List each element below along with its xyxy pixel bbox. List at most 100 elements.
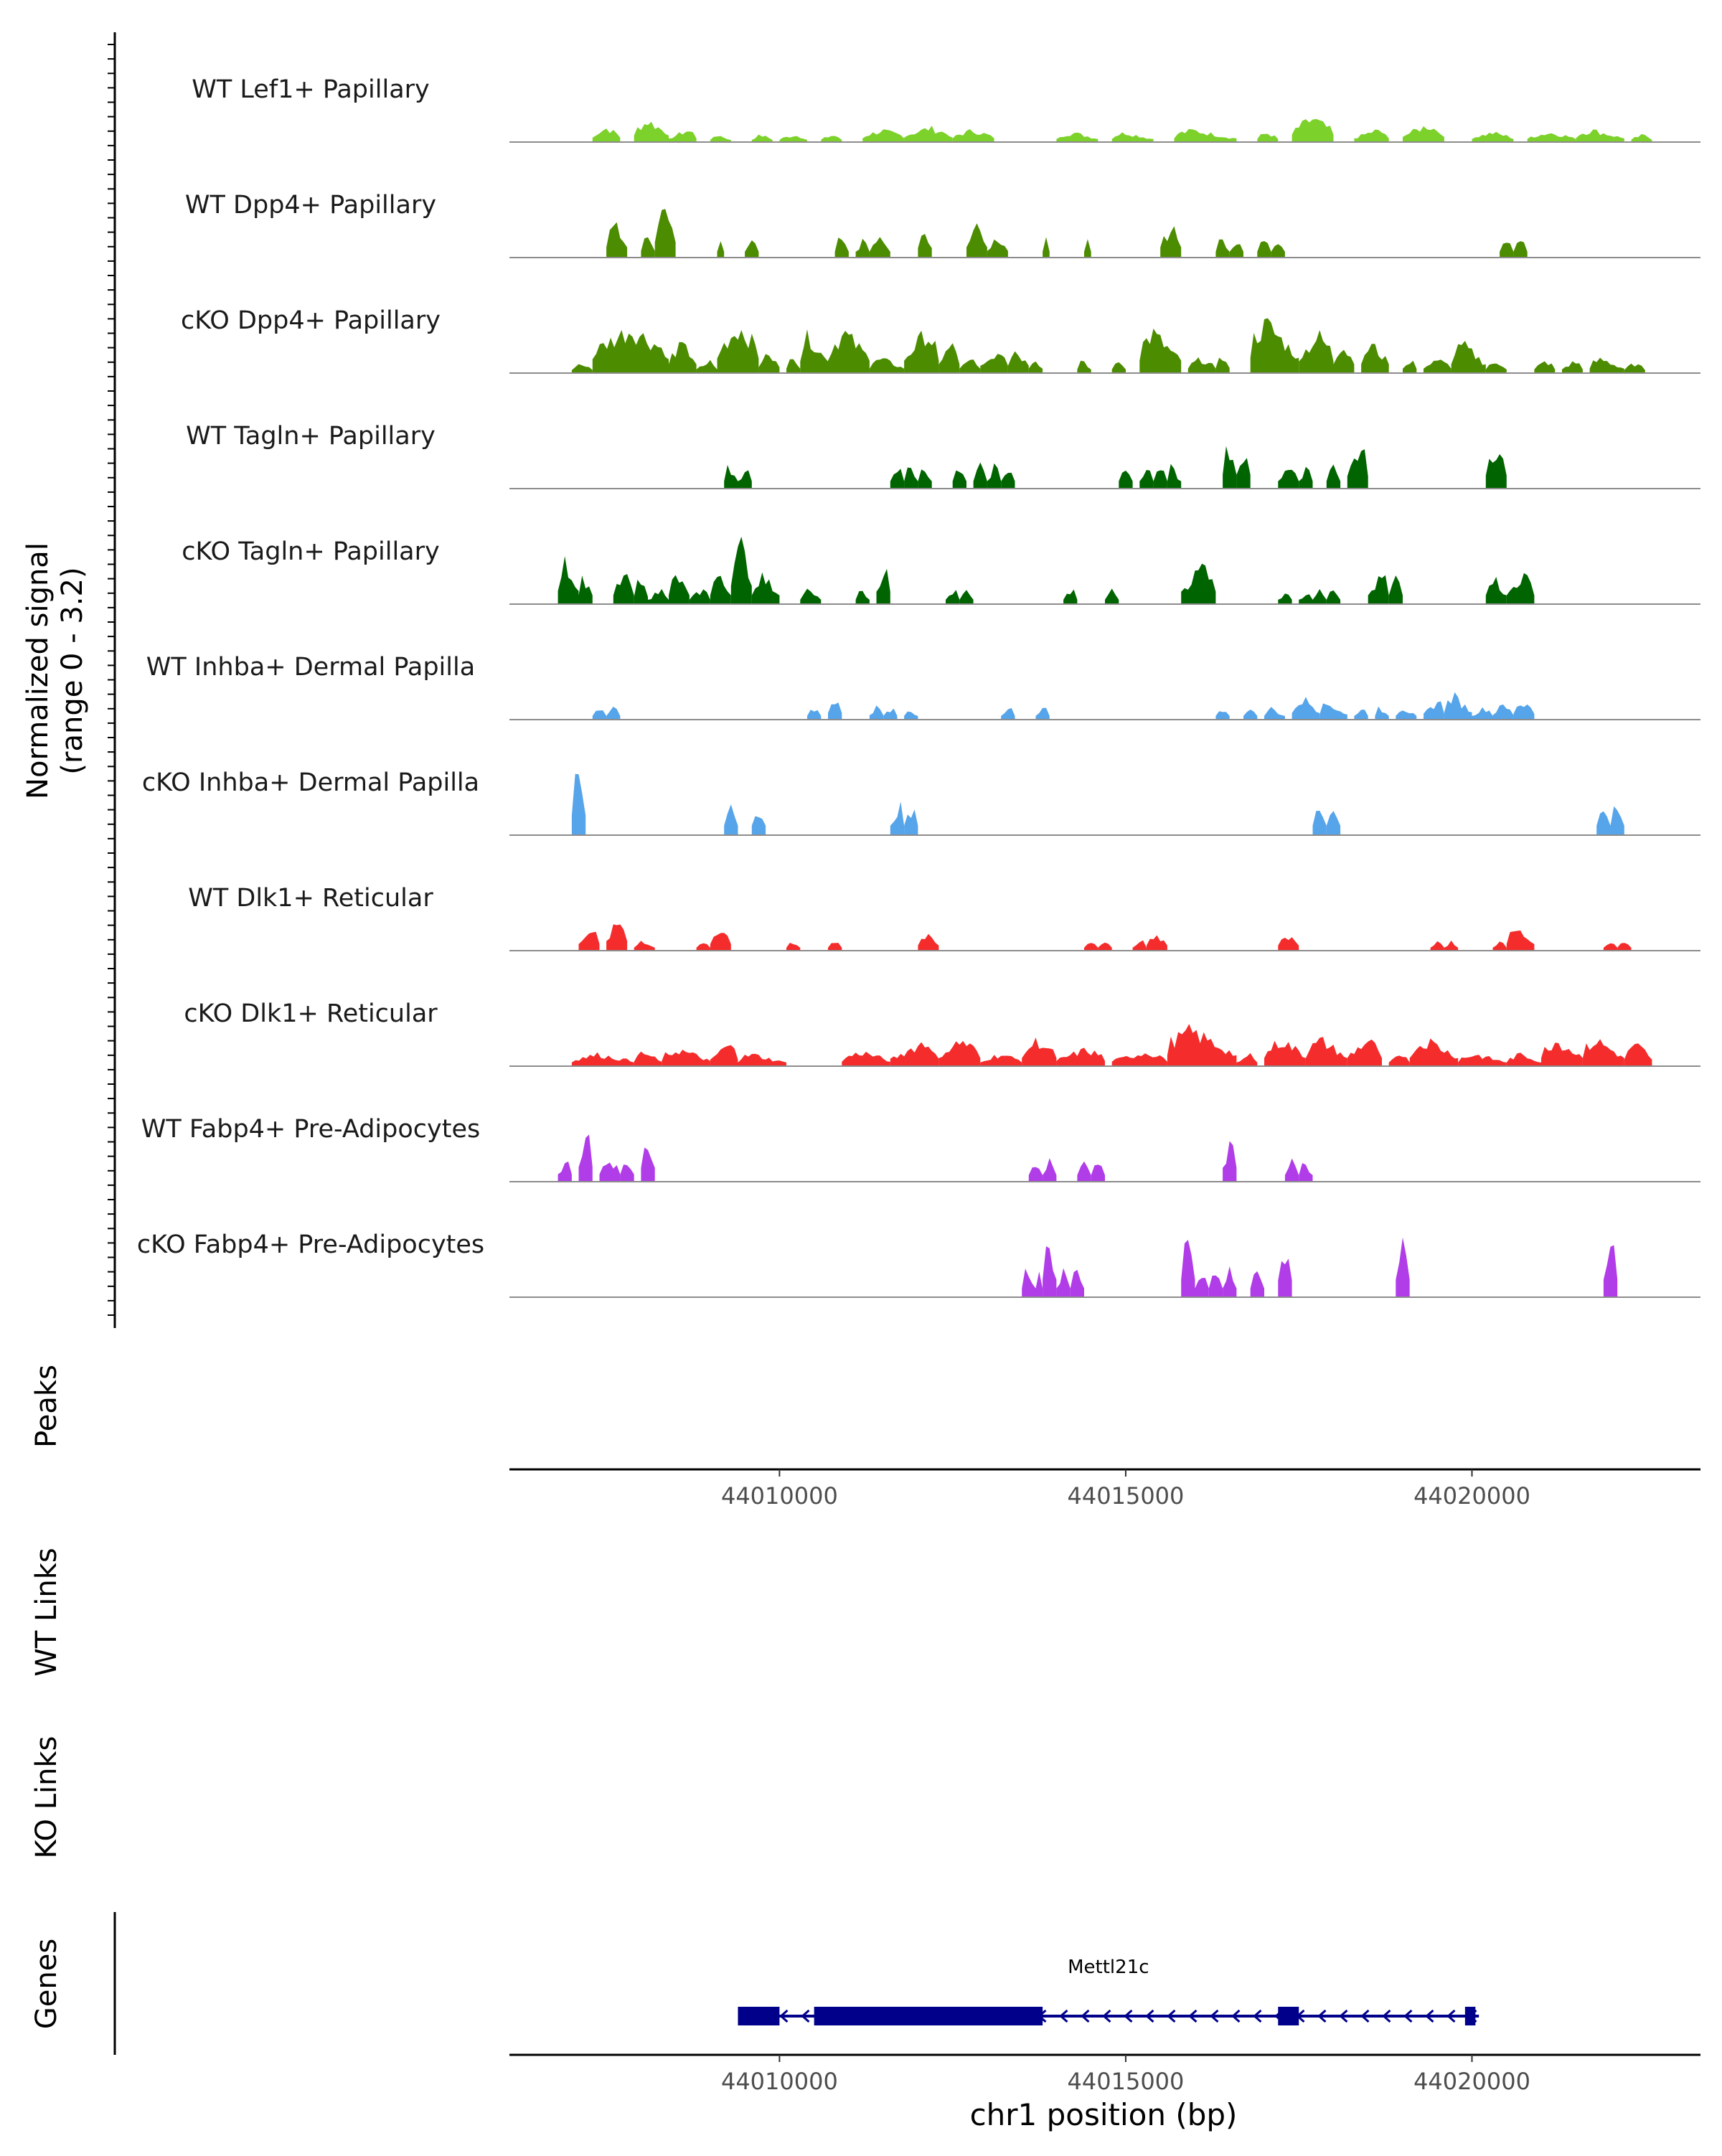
coverage-peak [1347, 449, 1368, 489]
coverage-peak [1485, 577, 1507, 604]
x-axis-top-tick-label: 44015000 [1068, 1482, 1185, 1510]
gene-name-label: Mettl21c [1068, 1957, 1149, 1978]
coverage-peak [696, 943, 710, 951]
coverage-peak [876, 568, 890, 604]
coverage-peak [959, 590, 974, 604]
gene-strand-arrow [1339, 2009, 1348, 2023]
gene-strand-arrow [1167, 2009, 1176, 2023]
coverage-peak [696, 359, 718, 373]
coverage-peak [730, 537, 752, 604]
gene-strand-arrow [1145, 2009, 1154, 2023]
coverage-peak [571, 773, 586, 835]
coverage-peak [1458, 1055, 1507, 1066]
coverage-peak [952, 470, 966, 489]
coverage-peak [1236, 458, 1251, 489]
coverage-peak [1278, 593, 1292, 604]
coverage-peak [834, 237, 849, 258]
coverage-peak [904, 126, 953, 142]
coverage-peak [1160, 226, 1182, 258]
coverage-peak [1223, 446, 1237, 489]
coverage-peak [1500, 243, 1514, 258]
x-axis-top-tick-label: 44020000 [1413, 1482, 1530, 1510]
coverage-peak [606, 924, 628, 951]
coverage-peak [1299, 1163, 1313, 1182]
coverage-peak [1167, 463, 1182, 489]
coverage-peak [959, 359, 981, 373]
y-axis-title: Normalized signal (range 0 - 3.2) [22, 542, 89, 799]
coverage-peak [946, 590, 960, 604]
coverage-peak [620, 1164, 634, 1182]
coverage-peak [869, 358, 905, 373]
track-label: cKO Inhba+ Dermal Papilla [142, 768, 479, 797]
coverage-peak [1603, 1245, 1618, 1297]
coverage-peak [689, 589, 710, 604]
coverage-peak [648, 588, 669, 604]
track-label: cKO Dlk1+ Reticular [184, 999, 438, 1028]
coverage-peak [1215, 239, 1230, 258]
coverage-peak [1396, 1237, 1410, 1297]
gene-strand-arrow [1124, 2009, 1133, 2023]
coverage-peak [938, 343, 960, 373]
x-axis-bottom-tick-label: 44020000 [1413, 2068, 1530, 2095]
coverage-peak [1576, 129, 1624, 142]
track-label: WT Lef1+ Papillary [192, 75, 430, 104]
coverage-peak [1513, 704, 1535, 720]
coverage-peak [966, 223, 987, 258]
gene-strand-arrow [1403, 2009, 1413, 2023]
coverage-peak [938, 1040, 981, 1066]
gene-track: Mettl21c [738, 1957, 1479, 2025]
coverage-peak [1056, 132, 1098, 142]
x-axis-ticks-bottom: 44010000 44015000 44020000 [721, 2055, 1530, 2095]
coverage-peak [1022, 1037, 1057, 1066]
coverage-peak [571, 364, 593, 373]
x-axis-ticks-top: 44010000 44015000 44020000 [721, 1469, 1530, 1510]
coverage-peak [1063, 589, 1078, 604]
coverage-peak [1424, 701, 1444, 720]
coverage-peak [1361, 344, 1389, 373]
ko-links-panel-label: KO Links [30, 1736, 63, 1859]
coverage-peak [1215, 357, 1230, 373]
track-label: cKO Fabp4+ Pre-Adipocytes [137, 1230, 484, 1259]
coverage-peak [1022, 1268, 1036, 1297]
coverage-peak [1278, 937, 1299, 951]
coverage-track: WT Tagln+ Papillary [186, 422, 1700, 489]
coverage-peak [1111, 1053, 1167, 1066]
coverage-peak [869, 237, 890, 258]
track-label: WT Inhba+ Dermal Papilla [146, 653, 475, 682]
coverage-peak [1028, 361, 1043, 373]
coverage-peak [1506, 930, 1535, 951]
gene-strand-arrow [1382, 2009, 1391, 2023]
coverage-peak [1624, 363, 1645, 373]
coverage-peak [634, 121, 669, 142]
x-axis-bottom-tick-label: 44010000 [721, 2068, 838, 2095]
coverage-peak [1181, 1240, 1195, 1297]
coverage-peak [779, 136, 807, 142]
coverage-peak [717, 241, 725, 258]
coverage-peak [669, 342, 697, 373]
coverage-peak [1243, 710, 1258, 720]
coverage-peak [1562, 361, 1583, 373]
coverage-peak [710, 1045, 738, 1066]
coverage-peak [1444, 692, 1472, 720]
coverage-peak [1028, 1167, 1043, 1182]
coverage-peak [1485, 454, 1507, 489]
gene-strand-arrow [1253, 2009, 1262, 2023]
coverage-track: cKO Dlk1+ Reticular [184, 999, 1700, 1067]
coverage-peak [1257, 133, 1279, 142]
coverage-peak [890, 801, 905, 835]
coverage-peak [1208, 1275, 1223, 1297]
coverage-peak [1312, 589, 1327, 604]
coverage-peak [1153, 470, 1167, 489]
coverage-peak [904, 809, 918, 835]
track-label: cKO Tagln+ Papillary [182, 537, 440, 566]
coverage-peak [1596, 811, 1611, 835]
coverage-peak [1007, 351, 1029, 373]
coverage-peak [1229, 244, 1243, 258]
x-axis-bottom-tick-label: 44015000 [1068, 2068, 1185, 2095]
coverage-track: cKO Tagln+ Papillary [182, 537, 1700, 605]
coverage-peak [1582, 1039, 1624, 1066]
coverage-peak [980, 354, 1008, 373]
x-axis-title: chr1 position (bp) [970, 2097, 1238, 2132]
coverage-peak [1472, 707, 1493, 720]
